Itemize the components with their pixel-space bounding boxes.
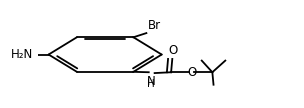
Text: Br: Br bbox=[147, 19, 161, 32]
Text: H: H bbox=[147, 79, 155, 89]
Text: O: O bbox=[188, 66, 197, 79]
Text: N: N bbox=[147, 75, 155, 88]
Text: O: O bbox=[169, 44, 178, 57]
Text: H₂N: H₂N bbox=[11, 48, 33, 61]
